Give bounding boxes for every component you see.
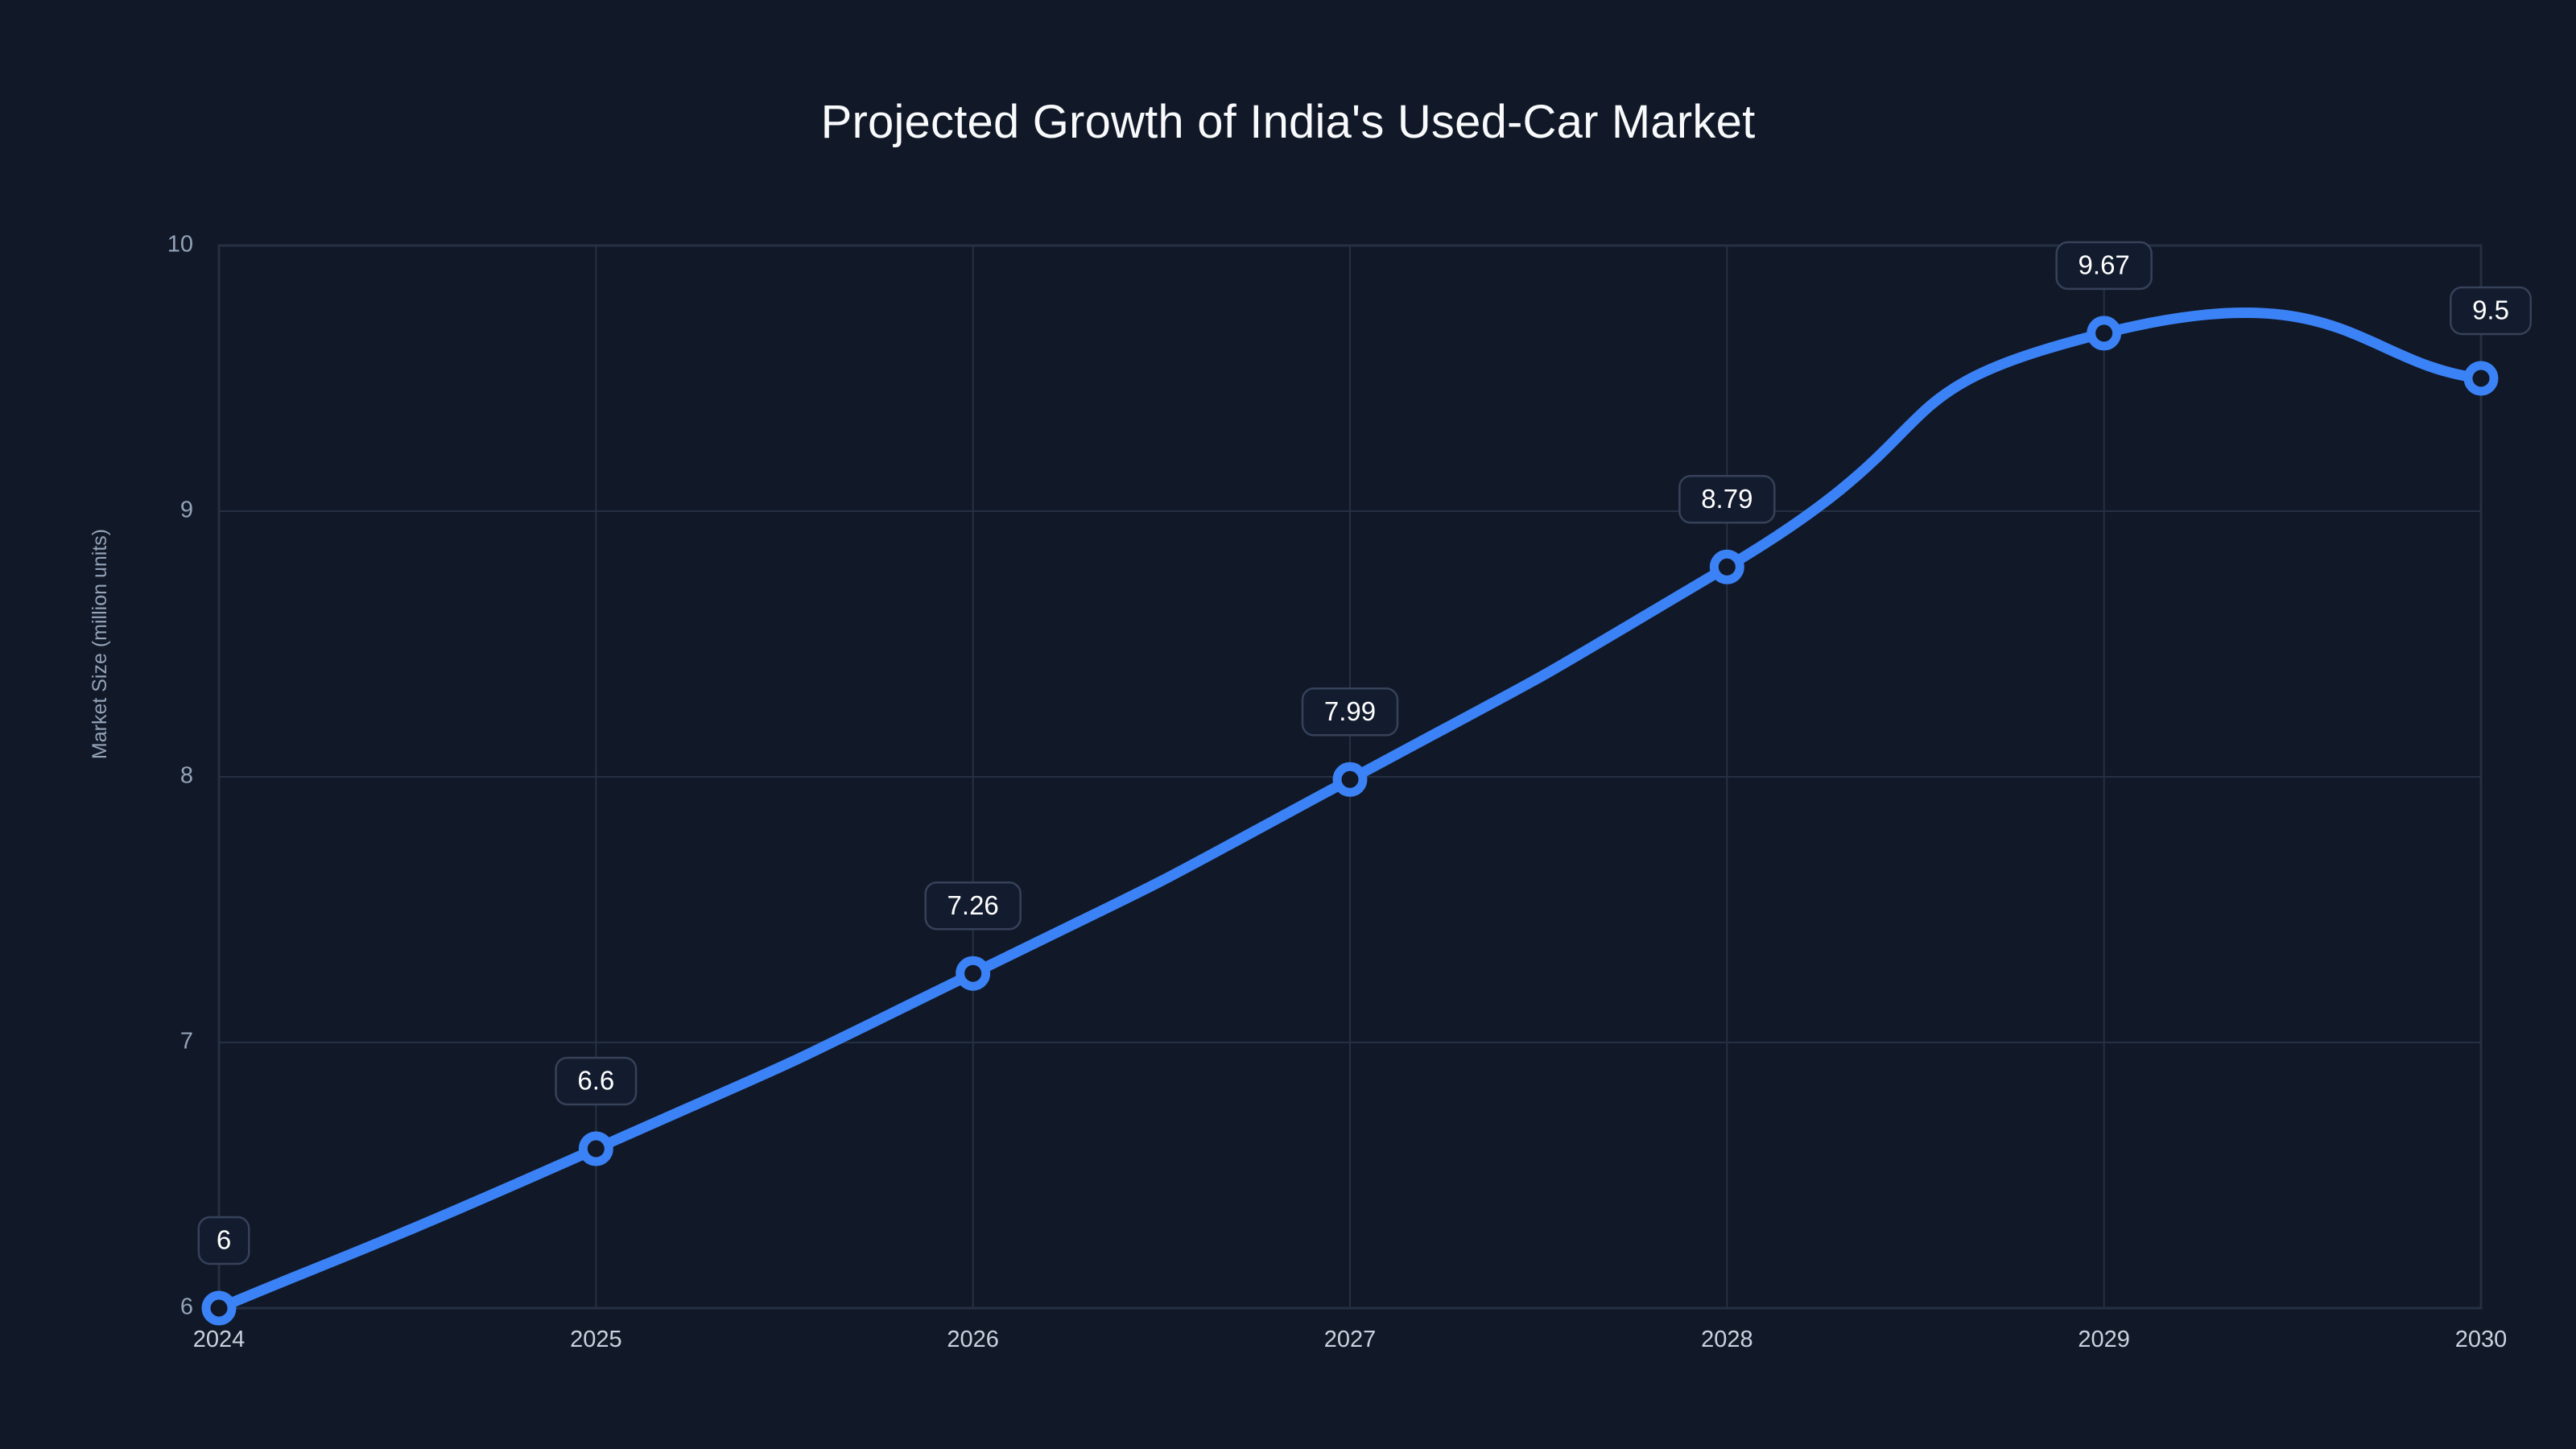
data-label-text: 6 xyxy=(217,1225,231,1255)
data-point-marker[interactable] xyxy=(2463,361,2499,396)
y-tick-label: 6 xyxy=(180,1294,193,1320)
data-label-text: 9.5 xyxy=(2472,295,2509,325)
x-tick-label: 2029 xyxy=(2078,1327,2130,1352)
y-axis-ticks: 6 7 8 9 10 xyxy=(167,232,193,1320)
data-point-marker[interactable] xyxy=(956,956,991,991)
data-label: 6 xyxy=(197,1216,250,1265)
y-tick-label: 9 xyxy=(180,497,193,523)
data-label-box xyxy=(1678,475,1776,524)
x-tick-label: 2030 xyxy=(2455,1327,2508,1352)
data-label-box xyxy=(555,1056,638,1106)
data-label-text: 7.99 xyxy=(1324,696,1376,726)
data-point-marker[interactable] xyxy=(1709,549,1744,584)
data-label: 9.5 xyxy=(2450,286,2532,336)
x-tick-label: 2024 xyxy=(193,1327,246,1352)
data-label-text: 9.67 xyxy=(2079,250,2130,280)
data-point-marker[interactable] xyxy=(2087,316,2122,351)
plot-area-border xyxy=(217,244,2483,1310)
data-label-box xyxy=(2055,241,2153,291)
data-label: 7.99 xyxy=(1301,687,1399,737)
data-point-marker[interactable] xyxy=(1332,762,1368,797)
data-point-marker[interactable] xyxy=(578,1131,613,1166)
x-tick-label: 2028 xyxy=(1701,1327,1753,1352)
plot-frame xyxy=(217,244,2483,1310)
data-point-marker[interactable] xyxy=(201,1290,237,1326)
data-label-box xyxy=(197,1216,250,1265)
data-label-box xyxy=(2450,286,2532,336)
x-tick-label: 2026 xyxy=(947,1327,999,1352)
data-label: 6.6 xyxy=(555,1056,638,1106)
data-label-text: 7.26 xyxy=(947,890,999,920)
x-tick-label: 2025 xyxy=(570,1327,622,1352)
data-label: 8.79 xyxy=(1678,475,1776,524)
x-tick-label: 2027 xyxy=(1324,1327,1377,1352)
chart-title: Projected Growth of India's Used-Car Mar… xyxy=(820,96,1756,148)
x-axis-ticks: 2024 2025 2026 2027 2028 2029 2030 xyxy=(193,1327,2508,1352)
data-point-markers xyxy=(201,316,2499,1326)
data-label: 9.67 xyxy=(2055,241,2153,291)
data-label-box xyxy=(924,881,1022,931)
y-tick-label: 8 xyxy=(180,763,193,789)
data-label-box xyxy=(1301,687,1399,737)
y-tick-label: 7 xyxy=(180,1029,193,1055)
data-label-text: 8.79 xyxy=(1701,484,1752,514)
data-point-labels: 6 6.6 7.26 7.99 8.79 9.67 9.5 xyxy=(197,241,2532,1265)
data-label: 7.26 xyxy=(924,881,1022,931)
y-tick-label: 10 xyxy=(167,232,193,258)
data-label-text: 6.6 xyxy=(577,1066,614,1096)
